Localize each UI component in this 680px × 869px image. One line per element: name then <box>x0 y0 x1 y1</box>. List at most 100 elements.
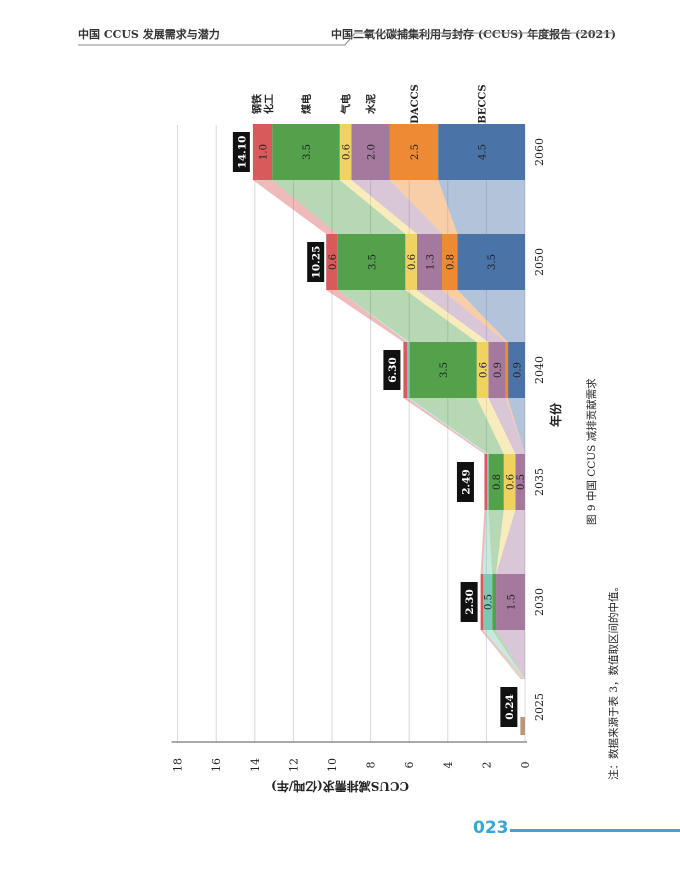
flow-band-BECCS <box>438 180 525 234</box>
x-tick-label: 2035 <box>533 468 546 496</box>
flow-band-煤电 <box>492 630 525 679</box>
bar-value-label: 1.5 <box>507 594 518 610</box>
flow-band-化工 <box>482 630 525 679</box>
total-label-box <box>456 462 474 502</box>
flow-band-DACCS <box>505 398 525 454</box>
bar-segment-水泥 <box>488 342 506 398</box>
y-tick-label: 8 <box>365 762 378 769</box>
flow-band-化工 <box>337 290 410 342</box>
header-left-title: 中国 CCUS 发展需求与潜力 <box>78 28 220 41</box>
figure-caption: 图 9 中国 CCUS 减排贡献需求 <box>586 378 598 525</box>
bar-value-label: 0.9 <box>493 362 504 378</box>
bar-segment-BECCS <box>507 342 525 398</box>
total-value-label: 0.24 <box>504 694 516 720</box>
bar-value-label: 3.5 <box>439 362 450 378</box>
bar-segment-钢铁 <box>484 454 487 510</box>
bar-segment-钢铁 <box>403 342 408 398</box>
bar-segment-化工 <box>407 342 410 398</box>
total-label-box <box>383 350 401 390</box>
bar-value-label: 3.5 <box>302 144 313 160</box>
flow-band-钢铁 <box>480 510 487 574</box>
bar-value-label: 0.6 <box>407 254 418 270</box>
flow-band-钢铁 <box>480 630 525 679</box>
bar-segment-DACCS <box>505 342 509 398</box>
flow-band-水泥 <box>496 510 525 574</box>
x-tick-label: 2040 <box>533 356 546 384</box>
bar-segment-钢铁 <box>480 574 484 630</box>
series-name-label: 气电 <box>340 94 353 115</box>
total-label-box <box>307 242 325 282</box>
series-name-label: 化工 <box>263 94 276 114</box>
bar-segment-水泥 <box>515 454 525 510</box>
bar-segment-DACCS <box>442 234 458 290</box>
series-name-label: BECCS <box>478 84 489 123</box>
bar-value-label: 0.6 <box>506 474 517 490</box>
total-value-label: 14.10 <box>236 136 248 169</box>
bar-segment-钢铁 <box>326 234 338 290</box>
bar-value-label: 3.5 <box>487 254 498 270</box>
flow-band-水泥 <box>496 630 525 679</box>
flow-band-DACCS <box>442 290 508 342</box>
total-value-label: 6.30 <box>387 357 399 383</box>
series-name-label: 钢铁 <box>251 94 264 114</box>
y-tick-label: 0 <box>519 762 532 769</box>
bar-segment-钢铁 <box>252 124 273 180</box>
bar-segment-气电 <box>503 454 516 510</box>
bar-value-label: 4.5 <box>478 144 489 160</box>
y-tick-label: 18 <box>172 758 185 772</box>
header-rule <box>78 32 615 46</box>
x-tick-label: 2025 <box>533 693 546 721</box>
page-number-rule <box>510 829 680 832</box>
flow-band-BECCS <box>457 290 525 342</box>
flow-band-DACCS <box>389 180 458 234</box>
total-label-box <box>500 687 518 727</box>
total-value-label: 2.49 <box>460 469 472 495</box>
bar-value-label: 0.6 <box>342 144 353 160</box>
flow-band-煤电 <box>272 180 406 234</box>
bar-value-label: 0.5 <box>516 474 527 490</box>
bar-value-label: 0.5 <box>483 594 494 610</box>
series-name-label: DACCS <box>410 84 421 124</box>
bar-segment-气电 <box>405 234 417 290</box>
flow-band-气电 <box>339 180 417 234</box>
y-tick-label: 16 <box>210 758 223 772</box>
x-tick-label: 2060 <box>533 138 546 166</box>
flow-band-化工 <box>482 510 493 574</box>
bar-segment-DACCS <box>389 124 439 180</box>
page-number: 023 <box>473 818 509 838</box>
flow-band-钢铁 <box>403 398 487 454</box>
bar-segment-水泥 <box>416 234 443 290</box>
flow-band-钢铁 <box>326 290 408 342</box>
bar-value-label: 3.5 <box>368 254 379 270</box>
bar-segment-化工 <box>482 574 493 630</box>
flow-band-水泥 <box>488 398 525 454</box>
y-axis-title: CCUS减排需求(亿吨/年) <box>271 779 409 794</box>
bar-segment-煤电 <box>337 234 406 290</box>
bar-segment-煤电 <box>409 342 477 398</box>
flow-band-气电 <box>476 398 516 454</box>
flow-band-煤电 <box>409 398 504 454</box>
bar-value-label: 0.6 <box>328 254 339 270</box>
flow-band-煤电 <box>337 290 477 342</box>
bar-segment-BECCS <box>438 124 525 180</box>
bar-segment-煤电 <box>488 454 504 510</box>
flow-band-煤电 <box>488 510 504 574</box>
y-tick-label: 4 <box>442 762 455 769</box>
flow-band-BECCS <box>507 398 525 454</box>
total-value-label: 2.30 <box>464 589 476 615</box>
y-tick-label: 14 <box>249 758 262 772</box>
y-tick-label: 12 <box>287 758 300 772</box>
bar-segment-煤电 <box>492 574 497 630</box>
bar-segment-化工 <box>486 454 489 510</box>
x-tick-label: 2030 <box>533 588 546 616</box>
bar-value-label: 2.0 <box>367 144 378 160</box>
bar-segment-其他 <box>520 717 525 735</box>
bar-segment-气电 <box>339 124 352 180</box>
bar-segment-水泥 <box>351 124 390 180</box>
bar-value-label: 1.0 <box>259 144 270 160</box>
x-axis-title: 年份 <box>548 402 563 427</box>
bar-segment-煤电 <box>272 124 340 180</box>
total-label-box <box>232 132 250 172</box>
y-tick-label: 6 <box>403 762 416 769</box>
